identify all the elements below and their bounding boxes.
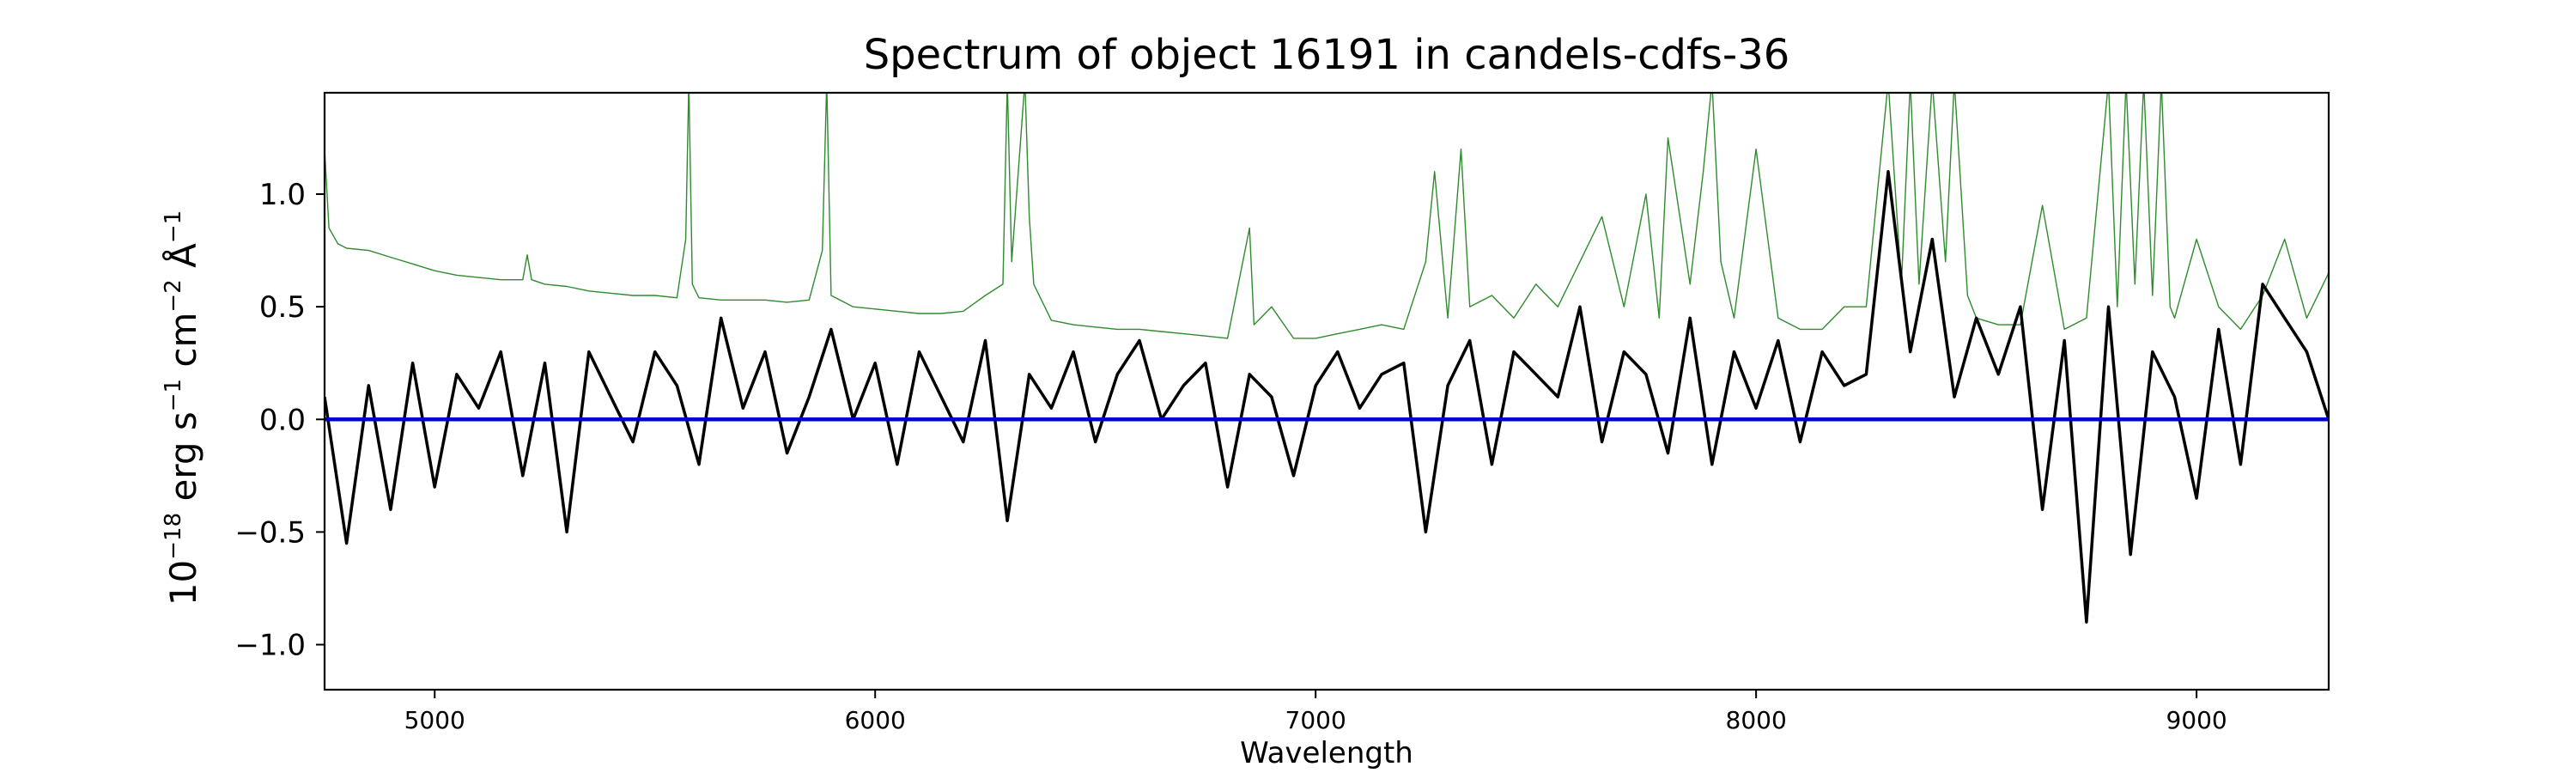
y-label-exp1: −18 xyxy=(161,513,186,560)
y-label-unit3: Å xyxy=(161,243,204,279)
y-tick-label: 0.5 xyxy=(259,290,306,325)
x-axis: 5000 6000 7000 8000 9000 xyxy=(404,690,2227,734)
x-tick-label: 6000 xyxy=(845,706,906,734)
y-label-exp4: −1 xyxy=(161,210,186,243)
y-tick-label: −1.0 xyxy=(234,629,306,663)
y-label-base: 10 xyxy=(162,560,204,606)
y-label-exp3: −2 xyxy=(161,279,186,312)
y-axis: −1.0 −0.5 0.0 0.5 1.0 xyxy=(234,178,325,663)
x-axis-label: Wavelength xyxy=(1240,736,1413,770)
y-tick-label: 1.0 xyxy=(259,178,306,212)
plot-area xyxy=(323,91,2330,691)
series-group xyxy=(325,93,2329,624)
y-axis-label: 10−18 erg s−1 cm−2 Å−1 xyxy=(161,210,204,606)
chart-title: Spectrum of object 16191 in candels-cdfs… xyxy=(864,31,1790,79)
x-tick-label: 5000 xyxy=(404,706,465,734)
y-label-unit1: erg s xyxy=(162,411,204,513)
error-line xyxy=(325,93,2329,339)
y-tick-label: 0.0 xyxy=(259,403,306,437)
y-label-exp2: −1 xyxy=(161,379,186,411)
y-label-unit2: cm xyxy=(162,313,204,379)
x-tick-label: 9000 xyxy=(2166,706,2227,734)
y-tick-label: −0.5 xyxy=(234,515,306,550)
plot-frame xyxy=(323,91,2330,691)
x-tick-label: 7000 xyxy=(1285,706,1346,734)
x-tick-label: 8000 xyxy=(1726,706,1787,734)
flux-line xyxy=(325,170,2329,624)
